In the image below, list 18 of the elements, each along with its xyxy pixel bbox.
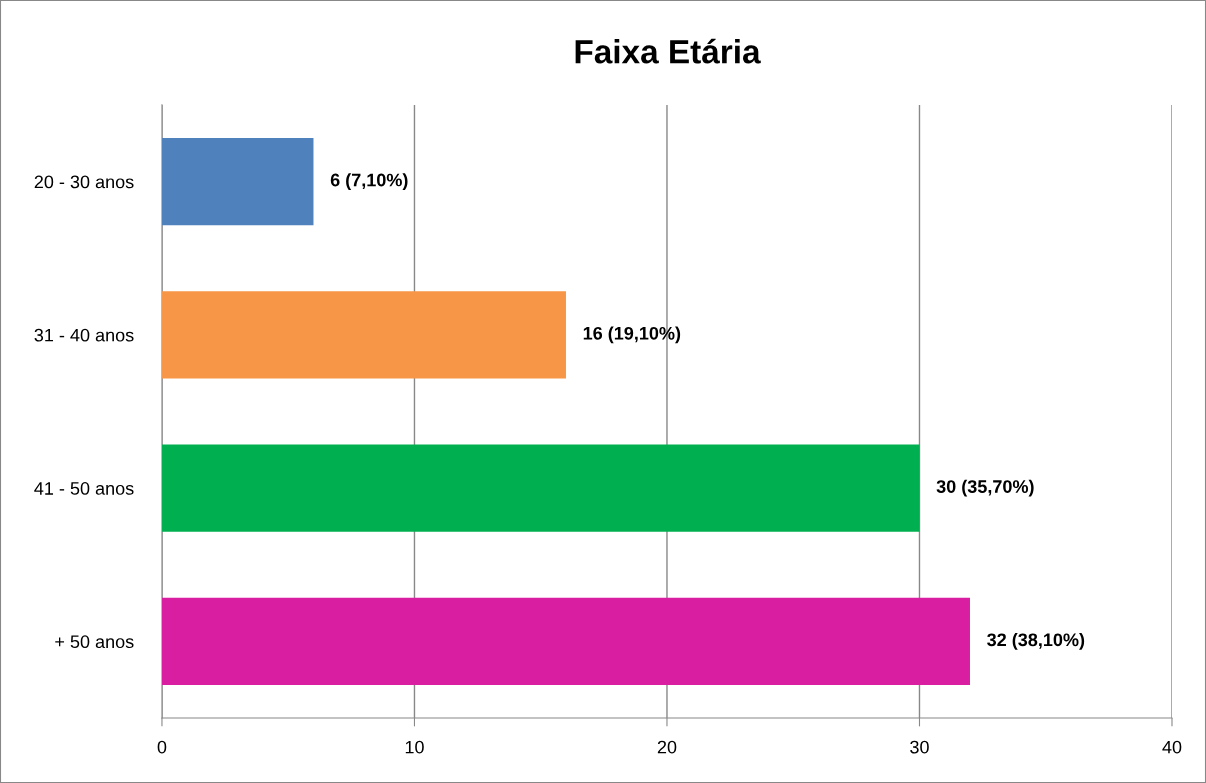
data-label: 16 (19,10%): [583, 326, 681, 344]
y-tick-label: 31 - 40 anos: [34, 328, 134, 342]
y-tick-label: + 50 anos: [55, 635, 134, 649]
bar: [161, 444, 920, 532]
x-tick-label: 30: [910, 740, 929, 754]
data-label: 6 (7,10%): [330, 173, 408, 190]
y-tick-label: 20 - 30 anos: [34, 175, 134, 189]
bar: [161, 137, 314, 226]
data-label: 30 (35,70%): [936, 479, 1034, 497]
x-tick-label: 10: [405, 740, 424, 754]
bar: [161, 597, 970, 686]
chart-title: Faixa Etária: [575, 38, 761, 64]
x-tick-label: 0: [157, 740, 167, 754]
y-tick-label: 41 - 50 anos: [34, 482, 134, 495]
bar: [161, 291, 566, 379]
x-tick-label: 40: [1162, 740, 1182, 754]
x-tick-label: 20: [657, 740, 677, 754]
data-label: 32 (38,10%): [987, 632, 1085, 650]
